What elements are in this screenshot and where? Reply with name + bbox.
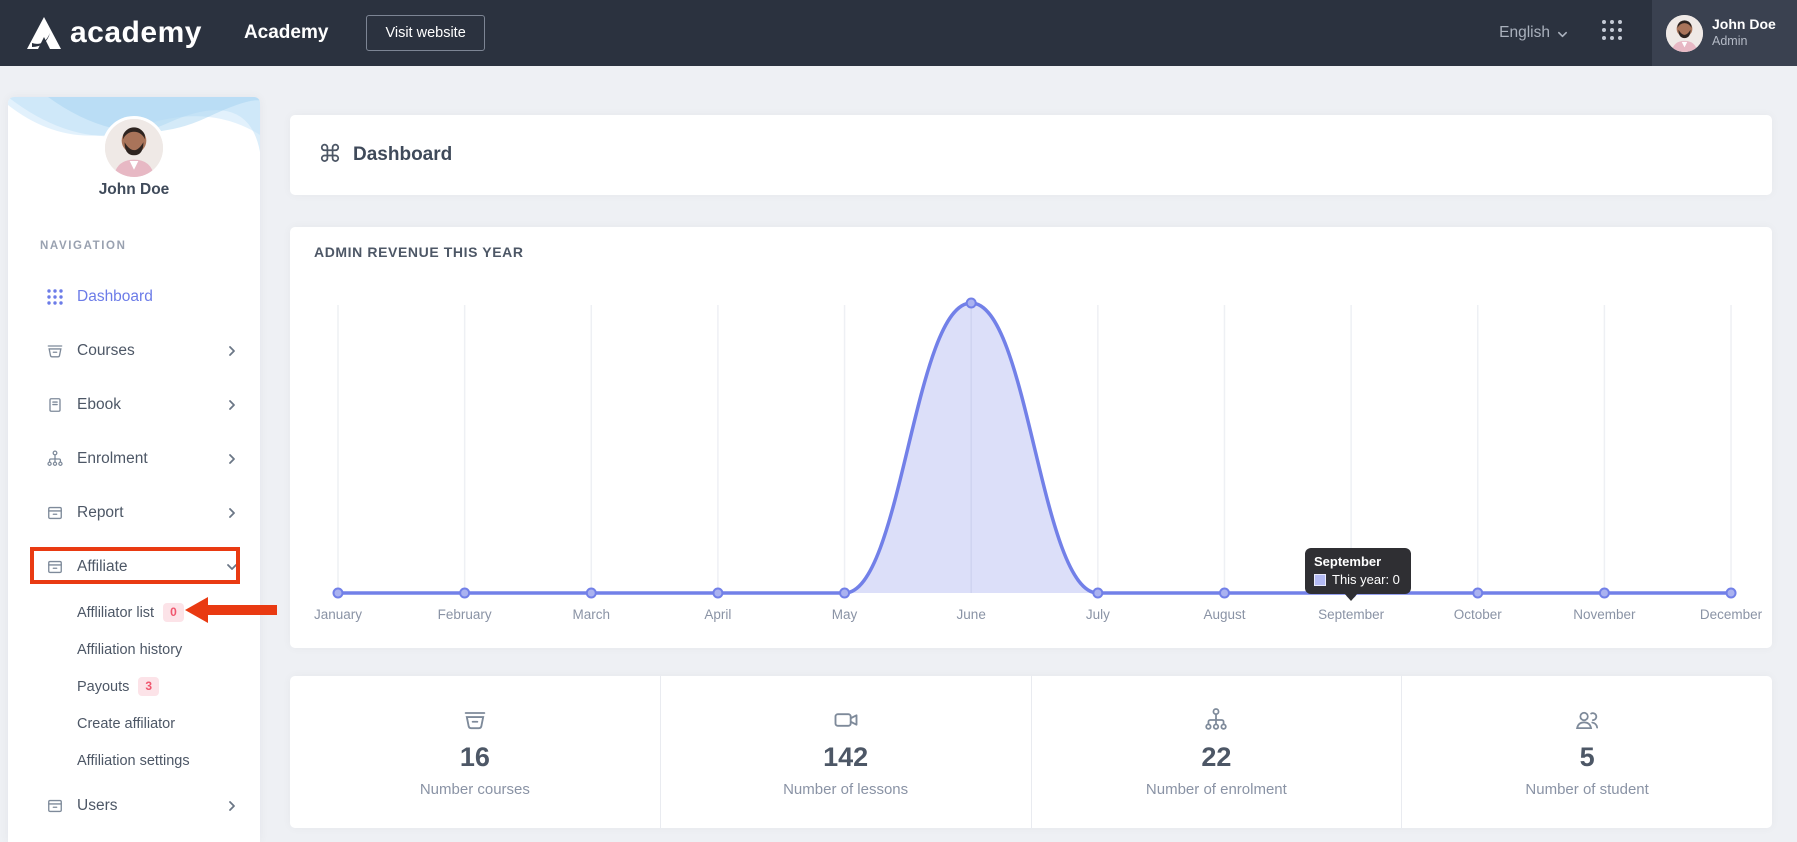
sidebar: John Doe NAVIGATION Dashboard Courses Eb… [8,97,260,842]
sidebar-subitem-affiliator-list[interactable]: Affliliator list 0 [8,594,260,631]
chevron-right-icon [226,399,238,411]
stat-number-courses: 16 Number courses [290,676,661,828]
app-name: Academy [244,22,329,44]
sidebar-subitem-label: Affiliation settings [77,753,190,769]
sitemap-icon [45,449,65,469]
svg-text:April: April [704,607,731,622]
book-icon [45,395,65,415]
svg-text:June: June [957,607,986,622]
count-badge: 0 [163,603,184,623]
header-user-role: Admin [1712,34,1776,50]
stat-number-enrolment: 22 Number of enrolment [1032,676,1403,828]
command-icon: ⌘ [318,143,342,167]
sidebar-subitem-payouts[interactable]: Payouts 3 [8,668,260,705]
sidebar-item-courses[interactable]: Courses [8,324,260,378]
language-selector[interactable]: English [1499,24,1568,42]
stat-label: Number of lessons [783,781,908,798]
revenue-chart-svg: January February March April May June July Augu… [290,297,1772,637]
avatar[interactable] [105,119,163,177]
page-title: Dashboard [353,144,452,166]
sidebar-item-label: Users [77,797,226,815]
header-user-name: John Doe [1712,16,1776,34]
stat-label: Number of student [1525,781,1648,798]
page-title-card: ⌘ Dashboard [290,115,1772,195]
avatar [1666,15,1703,52]
chart-title: ADMIN REVENUE THIS YEAR [314,244,524,260]
stats-card: 16 Number courses 142 Number of lessons … [290,676,1772,828]
stat-number-lessons: 142 Number of lessons [661,676,1032,828]
academy-logo[interactable]: academy [26,16,202,50]
archive-icon [45,796,65,816]
archive-icon [45,557,65,577]
top-header: academy Academy Visit website English Jo… [0,0,1797,66]
stat-value: 16 [460,742,490,773]
tooltip-series-swatch [1314,574,1326,586]
sidebar-subitem-affiliation-settings[interactable]: Affiliation settings [8,742,260,779]
svg-text:August: August [1203,607,1245,622]
sidebar-item-label: Affiliate [77,558,226,576]
svg-text:November: November [1573,607,1636,622]
sidebar-item-affiliate[interactable]: Affiliate [8,540,260,594]
chevron-right-icon [226,507,238,519]
chevron-right-icon [226,345,238,357]
svg-text:May: May [832,607,858,622]
user-menu[interactable]: John Doe Admin [1652,0,1797,66]
grid-dots-icon [45,287,65,307]
revenue-chart-card: ADMIN REVENUE THIS YEAR January February M… [290,227,1772,648]
chevron-right-icon [226,453,238,465]
tooltip-title: September [1314,554,1400,569]
chevron-down-icon [1557,29,1568,40]
stat-label: Number of enrolment [1146,781,1287,798]
sidebar-item-label: Dashboard [77,288,238,306]
tooltip-value: This year: 0 [1332,572,1400,587]
stat-value: 22 [1201,742,1231,773]
sidebar-item-label: Courses [77,342,226,360]
archive-icon [45,503,65,523]
sidebar-item-report[interactable]: Report [8,486,260,540]
svg-text:October: October [1454,607,1503,622]
revenue-chart[interactable]: January February March April May June July Augu… [290,297,1772,637]
sidebar-item-label: Report [77,504,226,522]
visit-website-button[interactable]: Visit website [366,15,484,51]
svg-text:December: December [1700,607,1763,622]
sidebar-subitem-label: Affliliator list [77,605,154,621]
sidebar-item-users[interactable]: Users [8,779,260,833]
svg-text:July: July [1086,607,1110,622]
svg-text:September: September [1318,607,1385,622]
stat-number-student: 5 Number of student [1402,676,1772,828]
sidebar-subitem-label: Affiliation history [77,642,182,658]
chevron-down-icon [226,561,238,573]
svg-text:February: February [438,607,492,622]
sidebar-subitem-create-affiliator[interactable]: Create affiliator [8,705,260,742]
academy-logo-icon [26,16,62,50]
chevron-right-icon [226,800,238,812]
navigation-section-label: NAVIGATION [40,240,127,252]
basket-icon [461,706,489,734]
sidebar-subitem-affiliation-history[interactable]: Affiliation history [8,631,260,668]
sidebar-item-dashboard[interactable]: Dashboard [8,270,260,324]
svg-text:March: March [573,607,611,622]
people-icon [1573,706,1601,734]
svg-text:January: January [314,607,362,622]
sidebar-subitem-label: Payouts [77,679,129,695]
stat-value: 5 [1580,742,1595,773]
sidebar-item-label: Enrolment [77,450,226,468]
sidebar-subitem-label: Create affiliator [77,716,175,732]
language-label: English [1499,24,1550,42]
sidebar-item-ebook[interactable]: Ebook [8,378,260,432]
basket-icon [45,341,65,361]
sidebar-item-label: Ebook [77,396,226,414]
stat-value: 142 [823,742,868,773]
count-badge: 3 [138,677,159,697]
sidebar-user-name: John Doe [8,181,260,199]
sidebar-nav: Dashboard Courses Ebook Enrolment Report… [8,270,260,833]
sidebar-item-enrolment[interactable]: Enrolment [8,432,260,486]
apps-grid-icon[interactable] [1602,20,1628,46]
sitemap-icon [1202,706,1230,734]
video-camera-icon [832,706,860,734]
chart-tooltip: September This year: 0 [1305,548,1411,594]
stat-label: Number courses [420,781,530,798]
logo-text: academy [70,16,202,50]
